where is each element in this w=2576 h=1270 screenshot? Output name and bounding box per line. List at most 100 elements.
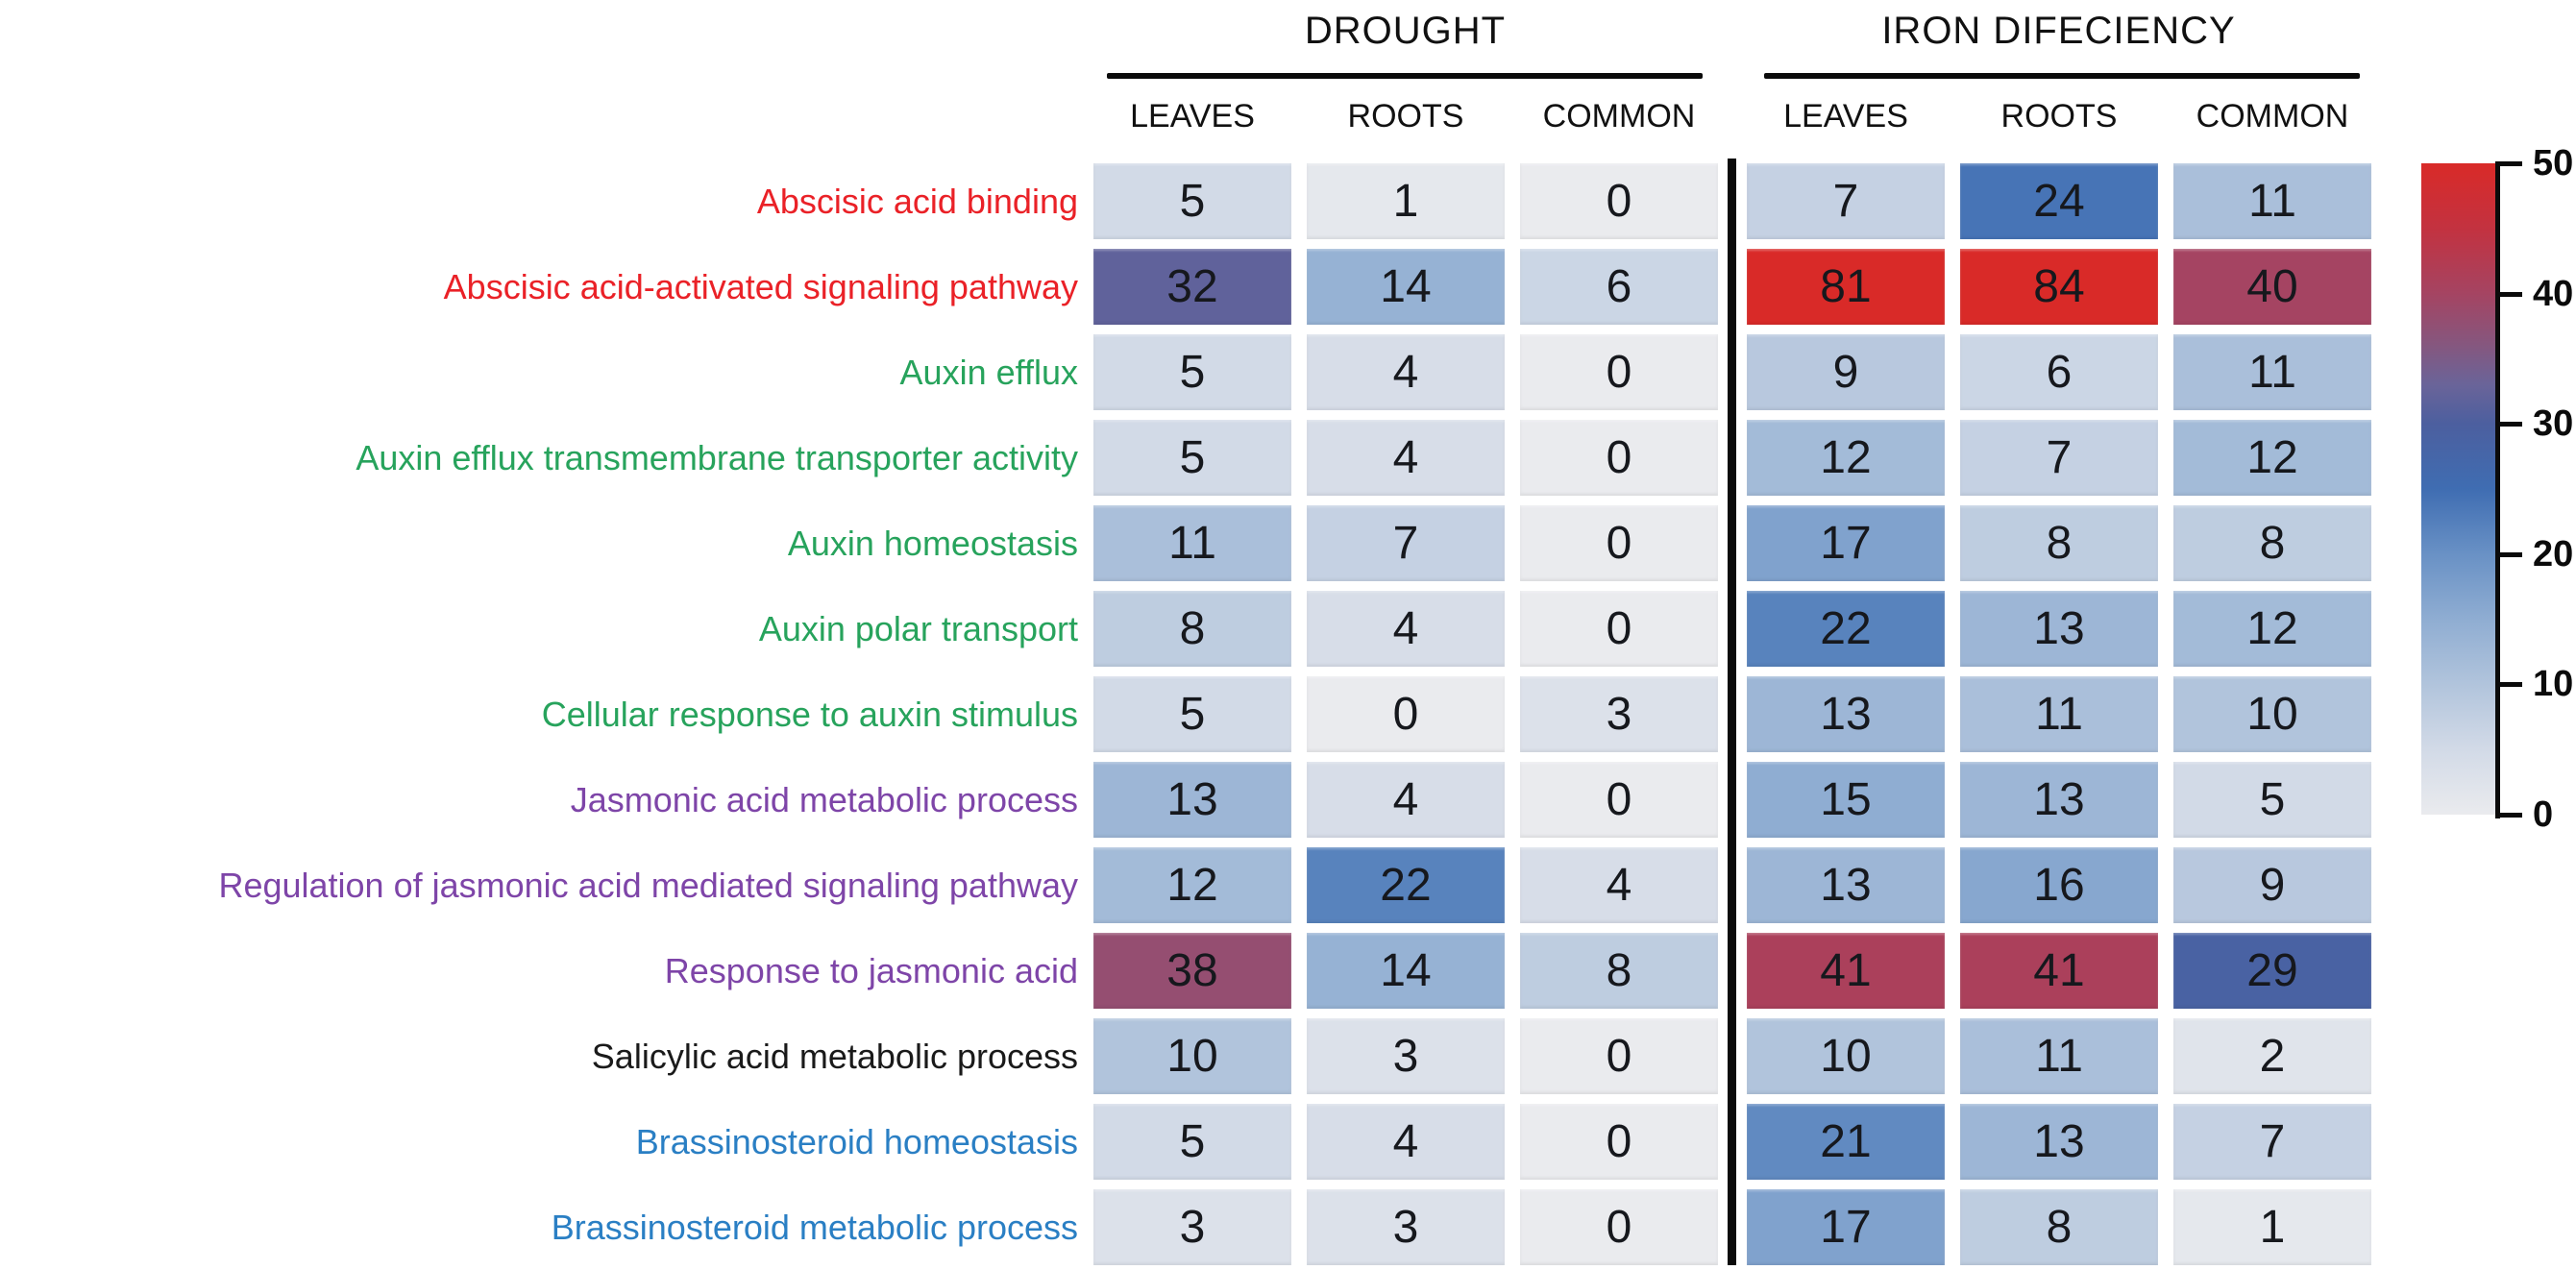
heatmap-cell: 5 xyxy=(1093,420,1291,496)
heatmap-cell: 12 xyxy=(1093,847,1291,923)
heatmap-cell: 0 xyxy=(1520,420,1718,496)
heatmap-cell: 11 xyxy=(1093,505,1291,581)
heatmap-cell: 3 xyxy=(1307,1189,1505,1265)
heatmap-cell: 13 xyxy=(1747,847,1945,923)
heatmap-cell: 40 xyxy=(2173,249,2371,325)
heatmap-cell: 3 xyxy=(1307,1018,1505,1094)
row-label: Cellular response to auxin stimulus xyxy=(541,694,1078,734)
colorbar-axis xyxy=(2495,161,2500,818)
heatmap-cell: 17 xyxy=(1747,505,1945,581)
heatmap-cell: 10 xyxy=(1093,1018,1291,1094)
heatmap-cell: 14 xyxy=(1307,933,1505,1009)
row-label: Auxin homeostasis xyxy=(787,523,1078,563)
heatmap-cell: 9 xyxy=(2173,847,2371,923)
heatmap-cell: 0 xyxy=(1520,334,1718,410)
heatmap-cell: 0 xyxy=(1520,591,1718,667)
heatmap-cell: 13 xyxy=(1960,591,2158,667)
heatmap-cell: 4 xyxy=(1307,762,1505,838)
heatmap-cell: 0 xyxy=(1520,1189,1718,1265)
heatmap-cell: 11 xyxy=(1960,1018,2158,1094)
col-header-drought-leaves: LEAVES xyxy=(1130,98,1255,134)
colorbar-tick-label: 0 xyxy=(2533,794,2554,835)
heatmap-cell: 41 xyxy=(1747,933,1945,1009)
row-label: Salicylic acid metabolic process xyxy=(591,1036,1078,1076)
heatmap-cell: 5 xyxy=(2173,762,2371,838)
heatmap-cell: 6 xyxy=(1520,249,1718,325)
heatmap-cell: 1 xyxy=(2173,1189,2371,1265)
heatmap-cell: 81 xyxy=(1747,249,1945,325)
row-label: Brassinosteroid homeostasis xyxy=(635,1121,1078,1161)
row-label: Auxin efflux xyxy=(899,352,1078,392)
heatmap-cell: 0 xyxy=(1307,676,1505,752)
heatmap-cell: 13 xyxy=(1960,1104,2158,1180)
colorbar-tick xyxy=(2495,682,2522,688)
group-title-iron-deficiency: IRON DIFECIENCY xyxy=(1881,10,2236,52)
colorbar-tick xyxy=(2495,291,2522,297)
heatmap-cell: 11 xyxy=(2173,163,2371,239)
heatmap-cell: 3 xyxy=(1093,1189,1291,1265)
heatmap-cell: 8 xyxy=(1960,505,2158,581)
heatmap-cell: 21 xyxy=(1747,1104,1945,1180)
heatmap-cell: 10 xyxy=(1747,1018,1945,1094)
col-header-drought-roots: ROOTS xyxy=(1347,98,1464,134)
heatmap-cell: 6 xyxy=(1960,334,2158,410)
colorbar-gradient xyxy=(2421,163,2496,815)
col-header-iron-common: COMMON xyxy=(2196,98,2349,134)
heatmap-cell: 22 xyxy=(1747,591,1945,667)
heatmap-cell: 11 xyxy=(1960,676,2158,752)
col-header-drought-common: COMMON xyxy=(1542,98,1696,134)
heatmap-cell: 41 xyxy=(1960,933,2158,1009)
heatmap-cell: 8 xyxy=(1093,591,1291,667)
row-label: Auxin polar transport xyxy=(758,608,1078,648)
heatmap-cell: 22 xyxy=(1307,847,1505,923)
heatmap-cell: 5 xyxy=(1093,334,1291,410)
heatmap-cell: 13 xyxy=(1093,762,1291,838)
colorbar-tick-label: 30 xyxy=(2533,403,2574,445)
heatmap-cell: 4 xyxy=(1307,1104,1505,1180)
colorbar-tick-label: 20 xyxy=(2533,533,2574,574)
heatmap-cell: 1 xyxy=(1307,163,1505,239)
heatmap-cell: 32 xyxy=(1093,249,1291,325)
colorbar-tick xyxy=(2495,161,2522,166)
heatmap-cell: 12 xyxy=(1747,420,1945,496)
heatmap-cell: 12 xyxy=(2173,420,2371,496)
colorbar-tick xyxy=(2495,422,2522,427)
row-label: Brassinosteroid metabolic process xyxy=(551,1207,1078,1247)
row-label: Response to jasmonic acid xyxy=(664,950,1078,990)
heatmap-cell: 8 xyxy=(2173,505,2371,581)
heatmap-cell: 13 xyxy=(1747,676,1945,752)
colorbar-tick-label: 50 xyxy=(2533,143,2574,183)
heatmap-cell: 16 xyxy=(1960,847,2158,923)
colorbar-tick-label: 10 xyxy=(2533,664,2574,705)
group-underline-drought xyxy=(1107,73,1703,79)
heatmap-cell: 7 xyxy=(2173,1104,2371,1180)
heatmap-cell: 24 xyxy=(1960,163,2158,239)
heatmap-cell: 17 xyxy=(1747,1189,1945,1265)
col-header-iron-leaves: LEAVES xyxy=(1783,98,1908,134)
heatmap-cell: 84 xyxy=(1960,249,2158,325)
row-label: Regulation of jasmonic acid mediated sig… xyxy=(218,865,1078,905)
heatmap-cell: 29 xyxy=(2173,933,2371,1009)
heatmap-cell: 4 xyxy=(1307,591,1505,667)
heatmap-cell: 7 xyxy=(1747,163,1945,239)
heatmap-cell: 0 xyxy=(1520,762,1718,838)
heatmap-cell: 7 xyxy=(1307,505,1505,581)
row-label: Abscisic acid binding xyxy=(756,181,1078,221)
heatmap-cell: 8 xyxy=(1520,933,1718,1009)
group-underline-iron-deficiency xyxy=(1764,73,2360,79)
group-title-drought: DROUGHT xyxy=(1304,10,1507,52)
heatmap-cell: 5 xyxy=(1093,163,1291,239)
colorbar-tick xyxy=(2495,813,2522,818)
group-divider-line xyxy=(1728,159,1736,1265)
heatmap-cell: 11 xyxy=(2173,334,2371,410)
col-header-iron-roots: ROOTS xyxy=(2000,98,2118,134)
heatmap-cell: 0 xyxy=(1520,163,1718,239)
heatmap-cell: 5 xyxy=(1093,676,1291,752)
heatmap-cell: 14 xyxy=(1307,249,1505,325)
heatmap-cell: 38 xyxy=(1093,933,1291,1009)
colorbar-tick-label: 40 xyxy=(2533,273,2574,314)
heatmap-cell: 2 xyxy=(2173,1018,2371,1094)
colorbar-tick xyxy=(2495,551,2522,557)
heatmap-cell: 10 xyxy=(2173,676,2371,752)
